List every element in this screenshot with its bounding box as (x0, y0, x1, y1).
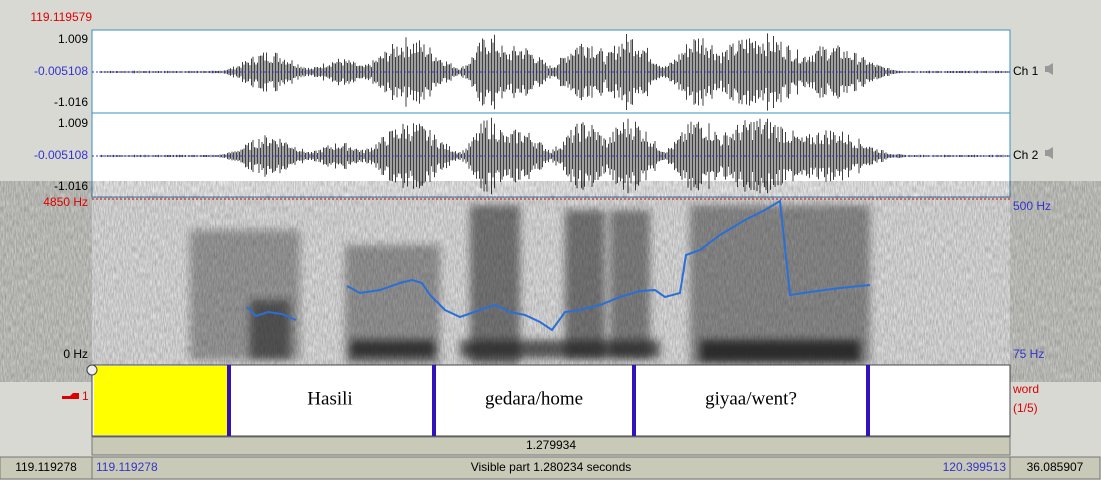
tier-number[interactable]: 1 (82, 389, 89, 403)
praat-editor: 119.119579 1.009 -0.005108 -1.016 1.009 … (0, 0, 1101, 480)
spectrogram (92, 198, 1010, 365)
right-total: 36.085907 (1027, 460, 1084, 474)
ch1-min: -1.016 (54, 95, 88, 109)
visible-start: 119.119278 (96, 460, 158, 474)
ch2-mid: -0.005108 (34, 148, 88, 162)
tier-count: (1/5) (1013, 401, 1038, 415)
pitch-min: 75 Hz (1013, 347, 1044, 361)
ch1-max: 1.009 (58, 32, 88, 46)
selection-duration: 1.279934 (526, 438, 576, 452)
visible-label: Visible part 1.280234 seconds (471, 460, 632, 474)
ch2-min: -1.016 (54, 179, 88, 193)
interval-text[interactable]: Hasili (307, 388, 352, 409)
interval-text[interactable]: giyaa/went? (705, 388, 797, 409)
ch2-label[interactable]: Ch 2 (1013, 148, 1039, 162)
freq-min: 0 Hz (63, 347, 88, 361)
left-total: 119.119278 (15, 460, 77, 474)
ch1-label[interactable]: Ch 1 (1013, 64, 1039, 78)
tier-name[interactable]: word (1012, 382, 1039, 396)
visible-end: 120.399513 (943, 460, 1007, 474)
cursor-time: 119.119579 (30, 10, 92, 24)
ch2-max: 1.009 (58, 116, 88, 130)
interval-text[interactable]: gedara/home (485, 388, 583, 409)
ch1-mid: -0.005108 (34, 64, 88, 78)
cursor-handle[interactable] (87, 365, 97, 375)
freq-max: 4850 Hz (43, 195, 88, 209)
pitch-max: 500 Hz (1013, 199, 1051, 213)
selected-interval[interactable] (94, 366, 229, 435)
